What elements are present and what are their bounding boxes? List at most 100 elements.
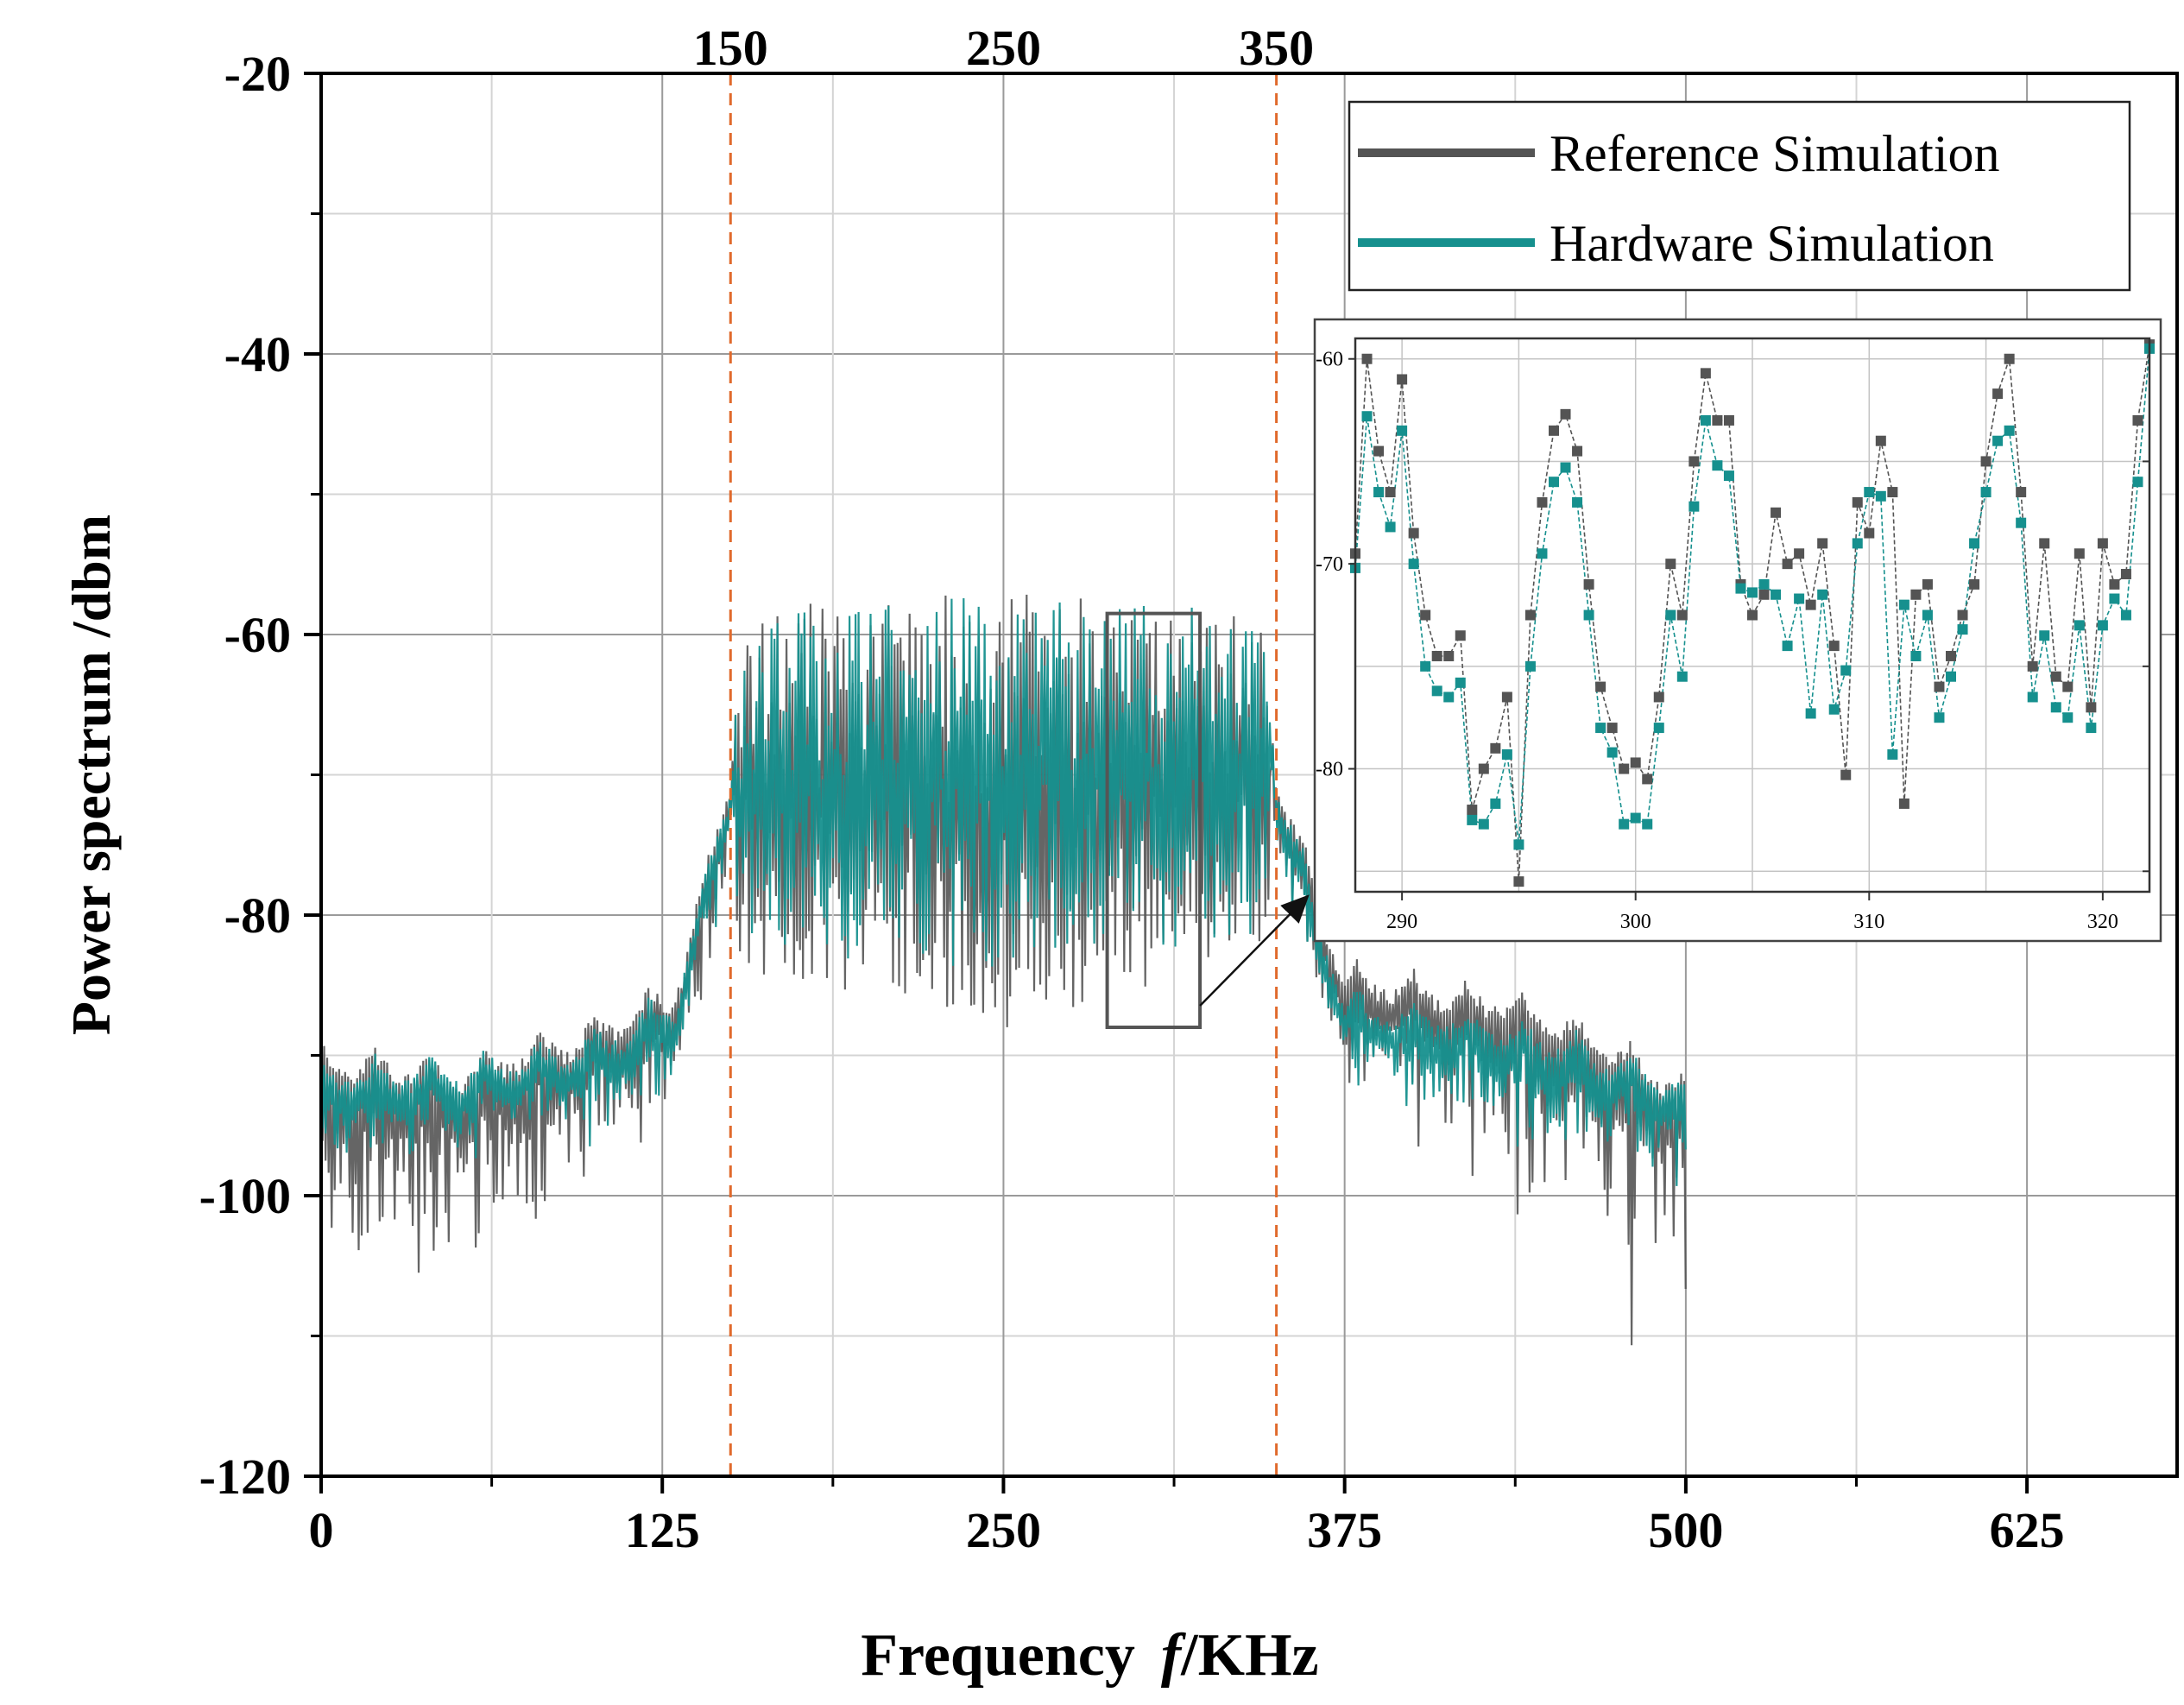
inset-point-hardware: [1957, 624, 1968, 635]
inset-point-hardware: [1922, 609, 1933, 621]
inset-point-reference: [1583, 578, 1594, 590]
inset-point-hardware: [1373, 487, 1385, 498]
inset-point-reference: [1361, 353, 1373, 364]
main-series: [319, 594, 1687, 1346]
inset-point-hardware: [1723, 470, 1734, 482]
inset-y-tick-label: -60: [1316, 349, 1343, 371]
inset-point-hardware: [1758, 578, 1770, 590]
inset-point-reference: [1782, 559, 1793, 570]
inset-point-hardware: [1397, 425, 1408, 436]
inset-point-reference: [1864, 527, 1875, 539]
inset-point-reference: [1688, 456, 1700, 467]
inset-point-hardware: [1653, 723, 1664, 734]
inset-point-reference: [1560, 408, 1571, 420]
inset-point-hardware: [1642, 818, 1653, 830]
inset-point-hardware: [1385, 521, 1396, 533]
series-line-hardware: [319, 597, 1687, 1186]
inset-background: [1313, 318, 2162, 943]
inset-point-reference: [1922, 578, 1933, 590]
inset-point-reference: [2016, 487, 2027, 498]
inset-point-reference: [1676, 609, 1688, 621]
inset-point-hardware: [1688, 501, 1700, 512]
inset-point-hardware: [1490, 798, 1501, 809]
y-tick-label: -80: [224, 887, 291, 944]
inset-point-reference: [2050, 671, 2061, 682]
inset-point-hardware: [2074, 620, 2085, 631]
inset-point-reference: [1443, 650, 1455, 661]
inset-point-hardware: [1794, 593, 1805, 604]
inset-point-reference: [1794, 548, 1805, 559]
inset-point-reference: [1478, 763, 1489, 774]
inset-point-reference: [2062, 681, 2074, 692]
inset-point-hardware: [1443, 691, 1455, 703]
inset-point-hardware: [1875, 490, 1886, 502]
inset-point-hardware: [1840, 665, 1852, 676]
inset-point-reference: [1595, 681, 1606, 692]
inset-point-hardware: [1560, 462, 1571, 473]
inset-point-reference: [1934, 681, 1945, 692]
inset-plot-frame: [1354, 337, 2151, 894]
inset-point-reference: [2120, 569, 2131, 580]
inset-point-hardware: [1910, 650, 1922, 661]
inset-point-hardware: [1549, 477, 1559, 488]
inset-point-hardware: [1619, 818, 1630, 830]
inset-point-reference: [1572, 445, 1583, 457]
inset-point-reference: [1431, 650, 1442, 661]
inset-point-reference: [1840, 769, 1852, 780]
inset-point-hardware: [1420, 660, 1431, 672]
inset-point-reference: [2074, 548, 2085, 559]
inset-point-hardware: [1513, 839, 1524, 850]
inset-series: [1350, 339, 2155, 887]
inset-point-hardware: [1467, 814, 1478, 825]
inset-point-hardware: [1595, 723, 1606, 734]
inset-point-hardware: [1606, 747, 1618, 758]
y-tick-label: -40: [224, 326, 291, 382]
inset-chart: 290 300 310 320 -60 -70 -80: [1313, 318, 2162, 943]
inset-point-reference: [1805, 599, 1816, 610]
inset-x-tick-label: 320: [2087, 911, 2118, 933]
inset-point-reference: [1946, 650, 1956, 661]
y-tick-label: -20: [224, 46, 291, 102]
inset-point-hardware: [1676, 671, 1688, 682]
inset-point-hardware: [1828, 704, 1840, 715]
inset-point-reference: [1771, 507, 1782, 518]
inset-point-hardware: [1864, 487, 1875, 498]
inset-point-hardware: [1712, 460, 1723, 471]
inset-point-hardware: [2086, 723, 2097, 734]
inset-point-hardware: [1630, 812, 1641, 824]
inset-point-hardware: [1852, 538, 1863, 549]
inset-point-hardware: [2109, 593, 2120, 604]
inset-point-hardware: [1747, 587, 1758, 598]
inset-axis-ticks: 290 300 310 320 -60 -70 -80: [1316, 349, 2149, 933]
inset-point-hardware: [1408, 559, 1419, 570]
inset-point-hardware: [1934, 712, 1945, 723]
inset-point-hardware: [2132, 477, 2143, 488]
inset-point-reference: [1957, 609, 1968, 621]
x-axis-label-unit: /KHz: [1180, 1622, 1318, 1689]
inset-point-reference: [2039, 538, 2050, 549]
inset-point-hardware: [1501, 748, 1512, 760]
inset-point-reference: [1549, 425, 1559, 436]
inset-point-reference: [1606, 723, 1618, 734]
inset-point-reference: [2004, 353, 2015, 364]
x-tick-label: 500: [1648, 1502, 1723, 1558]
x-axis-label: Frequency f/KHz: [861, 1622, 1318, 1689]
legend-label-hardware: Hardware Simulation: [1550, 215, 1994, 272]
inset-point-reference: [1747, 609, 1758, 621]
inset-x-tick-label: 290: [1386, 911, 1417, 933]
inset-point-hardware: [1805, 708, 1816, 719]
inset-point-hardware: [1524, 660, 1536, 672]
x-tick-label: 125: [625, 1502, 700, 1558]
inset-point-hardware: [1455, 677, 1466, 688]
y-tick-label: -60: [224, 607, 291, 663]
inset-point-reference: [1852, 496, 1863, 508]
inset-point-hardware: [1478, 818, 1489, 830]
inset-point-hardware: [2016, 517, 2027, 528]
inset-point-hardware: [1665, 609, 1676, 621]
inset-point-reference: [1455, 630, 1466, 641]
inset-point-reference: [1723, 414, 1734, 426]
inset-point-reference: [1665, 559, 1676, 570]
inset-point-reference: [1630, 757, 1641, 768]
